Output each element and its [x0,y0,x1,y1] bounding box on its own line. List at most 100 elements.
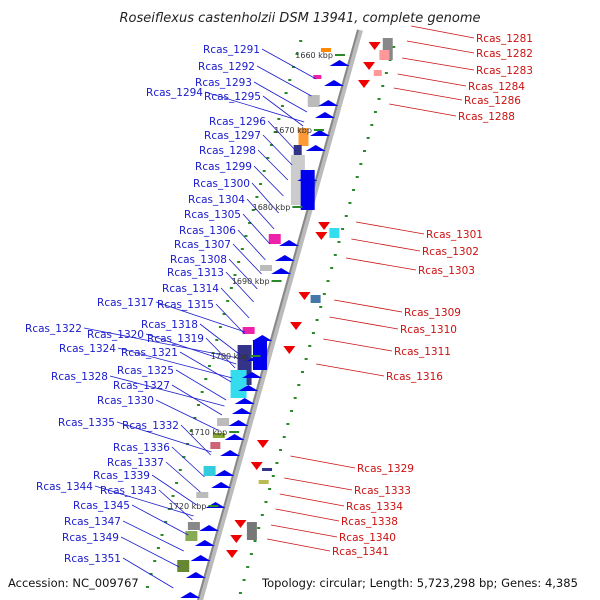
tick-mark [255,196,259,198]
tick-mark [164,521,168,523]
strand-arrow-left [214,470,235,476]
gene-label-right: Rcas_1281 [476,33,533,45]
strand-arrow-left [190,555,211,561]
tick-mark [238,592,242,594]
strand-block-left [300,170,315,210]
strand-arrow-right [357,80,370,88]
tick-mark [268,488,272,490]
gene-block [210,442,221,449]
gene-label-left: Rcas_1321 [121,347,178,359]
tick-mark [352,189,356,191]
tick-mark [257,527,261,529]
gene-label-left: Rcas_1343 [100,485,157,497]
leader-line-left [257,149,289,181]
gene-block [217,418,230,426]
strand-arrow-left [329,60,350,66]
gene-label-left: Rcas_1330 [97,395,154,407]
tick-mark [291,66,295,68]
strand-arrow-right [290,322,303,330]
gene-label-left: Rcas_1294 [146,87,203,99]
tick-mark [182,456,186,458]
leader-line-right [334,299,403,313]
gene-block [262,468,273,471]
tick-mark [264,501,268,503]
leader-line-left [94,485,194,517]
leader-line-left [155,301,246,333]
kbp-marker: 1700 kbp [211,352,249,361]
gene-label-left: Rcas_1349 [62,532,119,544]
tick-mark [315,319,319,321]
gene-label-right: Rcas_1288 [458,111,515,123]
gene-label-left: Rcas_1337 [107,457,164,469]
kbp-marker: 1680 kbp [253,203,291,212]
gene-block [212,433,225,438]
leader-line-left [246,198,275,230]
strand-arrow-right [318,222,331,230]
gene-label-left: Rcas_1339 [93,470,150,482]
tick-mark [311,332,315,334]
strand-arrow-left [211,482,232,488]
tick-mark [322,293,326,295]
strand-arrow-right [368,42,381,50]
label-leaders [83,25,475,589]
gene-block [177,560,190,572]
gene-block [246,522,257,540]
gene-block [379,50,390,60]
gene-label-left: Rcas_1324 [59,343,116,355]
strand-arrow-left [305,145,326,151]
tick-mark [366,137,370,139]
gene-label-right: Rcas_1310 [400,324,457,336]
strand-arrow-left [271,268,292,274]
strand-arrow-right [315,232,328,240]
gene-label-left: Rcas_1335 [58,417,115,429]
strand-arrow-left [185,572,206,578]
tick-mark [266,157,270,159]
leader-line-left [116,421,212,453]
tick-mark [251,209,255,211]
genome-title: Roseiflexus castenholzii DSM 13941, comp… [120,11,481,26]
leader-line-right [329,316,399,330]
gene-label-right: Rcas_1333 [354,485,411,497]
leader-line-right [345,257,417,271]
gene-block [293,145,302,155]
strand-arrow-left [180,592,201,598]
tick-mark [293,397,297,399]
leader-line-left [261,48,317,80]
gene-block [307,95,320,107]
gene-label-right: Rcas_1283 [476,65,533,77]
leader-line-right [316,363,385,377]
gene-label-left: Rcas_1291 [203,44,260,56]
tick-mark [204,378,208,380]
kbp-marker: 1710 kbp [189,428,227,437]
tick-mark [304,358,308,360]
gene-label-left: Rcas_1299 [195,161,252,173]
strand-arrow-left [323,80,344,86]
gene-label-right: Rcas_1340 [339,532,396,544]
strand-arrow-left [234,398,255,404]
gene-block [382,38,393,60]
tick-mark [259,183,263,185]
tick-mark [282,436,286,438]
leader-line-left [175,369,227,401]
strand-arrow-left [231,408,252,414]
strand-arrow-left [242,372,262,378]
genome-axis [197,29,363,600]
leader-line-left [262,134,293,166]
gene-label-right: Rcas_1316 [386,371,443,383]
leader-line-left [122,520,184,552]
tick-mark [370,124,374,126]
gene-label-left: Rcas_1297 [204,130,261,142]
gene-label-right: Rcas_1301 [426,229,483,241]
gene-label-right: Rcas_1286 [464,95,521,107]
tick-mark [355,176,359,178]
tick-mark [237,261,241,263]
gene-label-left: Rcas_1351 [64,553,121,565]
gene-label-left: Rcas_1306 [179,225,236,237]
leader-line-left [256,65,312,97]
tick-mark [246,566,250,568]
gene-label-right: Rcas_1329 [357,463,414,475]
tick-mark [377,98,381,100]
gene-label-right: Rcas_1338 [341,516,398,528]
leader-line-right [279,493,345,507]
